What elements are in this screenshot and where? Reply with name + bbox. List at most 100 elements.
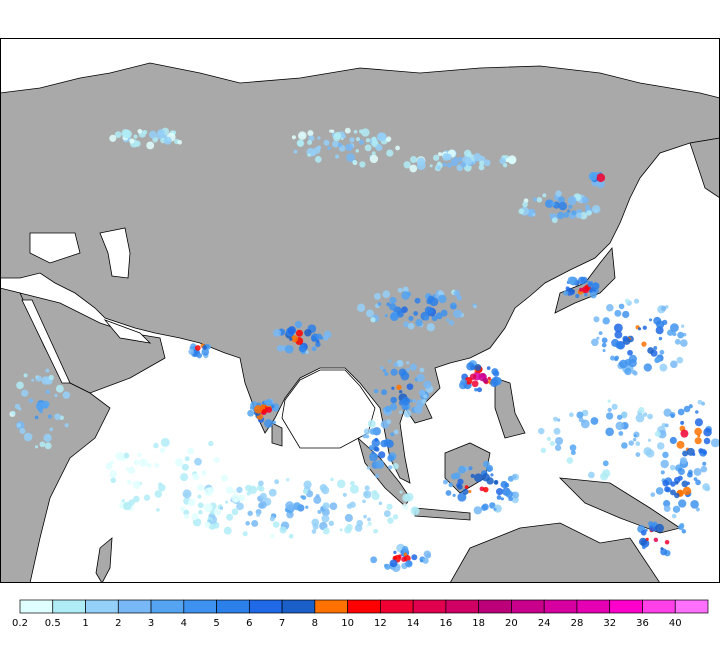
precip-cell bbox=[373, 388, 379, 394]
precip-cell bbox=[681, 480, 689, 488]
precip-cell bbox=[674, 338, 681, 345]
precip-cell bbox=[62, 391, 71, 399]
colorbar-swatch bbox=[150, 599, 185, 614]
precip-cell bbox=[563, 212, 570, 218]
precip-cell bbox=[403, 161, 411, 169]
precip-cell bbox=[177, 139, 183, 145]
precip-cell bbox=[273, 328, 282, 337]
precip-cell bbox=[670, 414, 675, 418]
colorbar-swatch bbox=[674, 599, 709, 614]
precip-cell bbox=[583, 292, 588, 297]
precip-cell bbox=[380, 439, 388, 448]
precip-cell bbox=[359, 129, 363, 134]
colorbar-swatch bbox=[543, 599, 578, 614]
precip-cell bbox=[308, 135, 315, 142]
precip-cell bbox=[381, 389, 387, 396]
precip-cell bbox=[694, 427, 702, 436]
precip-cell bbox=[641, 341, 647, 347]
precip-cell bbox=[456, 484, 463, 490]
precip-cell bbox=[426, 323, 435, 332]
precip-cell bbox=[127, 466, 136, 475]
precip-cell bbox=[650, 492, 656, 497]
precip-cell bbox=[653, 346, 658, 350]
precip-cell bbox=[495, 488, 504, 496]
precip-cell bbox=[307, 153, 311, 157]
precip-cell bbox=[664, 539, 670, 545]
precip-cell bbox=[133, 459, 140, 466]
precip-cell bbox=[586, 210, 592, 216]
precip-cell bbox=[221, 474, 229, 482]
precip-cell bbox=[607, 399, 611, 403]
precip-cell bbox=[286, 510, 294, 519]
precip-cell bbox=[142, 129, 148, 135]
precip-cell bbox=[421, 399, 427, 404]
precip-cell bbox=[364, 485, 370, 491]
precip-cell bbox=[458, 465, 466, 474]
precip-cell bbox=[682, 486, 692, 496]
precip-cell bbox=[538, 427, 545, 435]
precip-cell bbox=[371, 151, 376, 156]
precip-cell bbox=[159, 447, 166, 454]
precip-cell bbox=[664, 423, 669, 428]
precip-cell bbox=[702, 483, 710, 491]
precip-cell bbox=[532, 213, 536, 217]
precip-cell bbox=[246, 491, 251, 496]
precip-cell bbox=[591, 204, 601, 214]
precip-cell bbox=[403, 554, 411, 562]
precip-cell bbox=[695, 507, 700, 512]
precip-cell bbox=[452, 493, 456, 497]
precip-cell bbox=[413, 311, 419, 316]
precip-cell bbox=[132, 480, 142, 490]
precip-cell bbox=[321, 514, 330, 523]
precip-cell bbox=[321, 486, 330, 495]
precip-cell bbox=[386, 503, 393, 510]
precip-cell bbox=[601, 342, 607, 348]
colorbar-swatch bbox=[576, 599, 611, 614]
precip-cell bbox=[279, 526, 287, 534]
precip-cell bbox=[692, 452, 696, 457]
precip-cell bbox=[346, 153, 356, 162]
precip-cell bbox=[622, 310, 630, 319]
precip-cell bbox=[423, 380, 432, 389]
precip-cell bbox=[208, 440, 214, 447]
precip-cell bbox=[446, 162, 452, 168]
precip-cell bbox=[453, 290, 461, 297]
colorbar-label: 5 bbox=[213, 618, 219, 629]
precip-cell bbox=[551, 201, 556, 206]
precip-cell bbox=[648, 521, 654, 527]
bay-of-bengal bbox=[281, 369, 376, 449]
precip-cell bbox=[412, 399, 417, 403]
precip-cell bbox=[549, 440, 555, 447]
precip-cell bbox=[249, 406, 254, 410]
precip-cell bbox=[618, 431, 624, 436]
precip-cell bbox=[323, 139, 330, 146]
precip-cell bbox=[384, 563, 391, 570]
precip-cell bbox=[660, 305, 667, 311]
precip-cell bbox=[365, 524, 370, 528]
precip-cell bbox=[402, 545, 409, 553]
precip-cell bbox=[486, 366, 491, 370]
precip-cell bbox=[414, 297, 421, 304]
precip-cell bbox=[341, 134, 346, 139]
precip-cell bbox=[453, 472, 461, 480]
precip-cell bbox=[321, 508, 330, 517]
precip-cell bbox=[628, 440, 634, 446]
colorbar-label: 3 bbox=[148, 618, 154, 629]
precip-cell bbox=[367, 517, 371, 522]
precip-cell bbox=[350, 480, 355, 486]
precip-cell bbox=[620, 412, 628, 419]
precip-cell bbox=[473, 506, 482, 515]
precip-cell bbox=[236, 486, 243, 493]
precip-cell bbox=[674, 492, 680, 499]
precip-cell bbox=[482, 377, 489, 384]
precip-cell bbox=[632, 437, 637, 442]
precip-cell bbox=[46, 434, 50, 438]
precip-cell bbox=[569, 444, 577, 452]
colorbar-label: 1 bbox=[82, 618, 88, 629]
precip-cell bbox=[423, 394, 428, 399]
precip-cell bbox=[236, 502, 244, 511]
precip-cell bbox=[356, 519, 364, 527]
precip-cell bbox=[583, 287, 588, 292]
precip-cell bbox=[599, 472, 609, 481]
colorbar-label: 0.5 bbox=[45, 618, 61, 629]
